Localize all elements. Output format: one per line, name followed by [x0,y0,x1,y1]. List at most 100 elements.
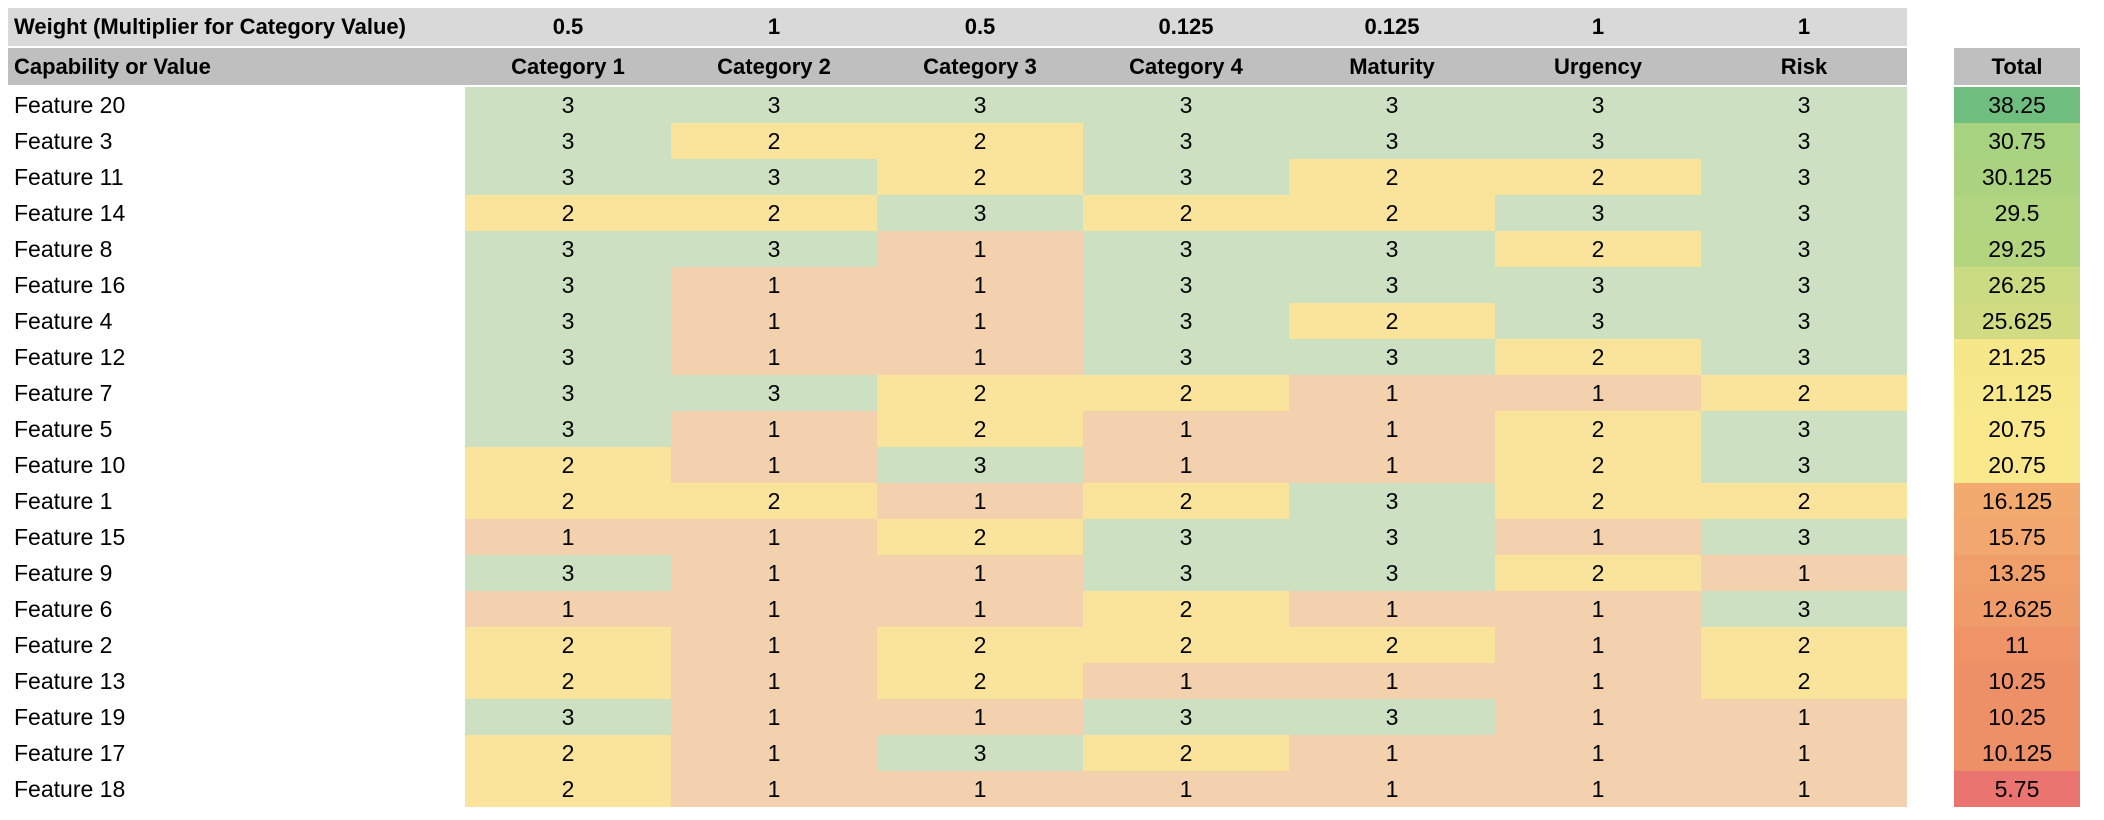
score-cell[interactable]: 2 [1701,627,1907,663]
score-cell[interactable]: 3 [465,303,671,339]
score-cell[interactable]: 2 [465,483,671,519]
score-cell[interactable]: 2 [1495,231,1701,267]
feature-name-cell[interactable]: Feature 18 [14,775,126,802]
score-cell[interactable]: 2 [465,447,671,483]
score-cell[interactable]: 2 [1701,483,1907,519]
feature-name-cell[interactable]: Feature 13 [14,667,126,694]
score-cell[interactable]: 3 [465,339,671,375]
score-cell[interactable]: 1 [671,447,877,483]
score-cell[interactable]: 1 [1701,555,1907,591]
score-cell[interactable]: 3 [465,555,671,591]
score-cell[interactable]: 1 [1495,771,1701,807]
feature-name-cell[interactable]: Feature 12 [14,343,126,370]
score-cell[interactable]: 3 [1701,231,1907,267]
score-cell[interactable]: 1 [1083,663,1289,699]
score-cell[interactable]: 1 [671,591,877,627]
score-cell[interactable]: 3 [465,123,671,159]
feature-name-cell[interactable]: Feature 5 [14,415,113,442]
score-cell[interactable]: 3 [1495,303,1701,339]
score-cell[interactable]: 1 [1701,699,1907,735]
weight-row-label[interactable]: Weight (Multiplier for Category Value) [8,8,465,48]
score-cell[interactable]: 3 [877,195,1083,231]
total-cell[interactable]: 26.25 [1954,267,2080,303]
score-cell[interactable]: 2 [671,123,877,159]
score-cell[interactable]: 2 [1495,339,1701,375]
score-cell[interactable]: 3 [465,411,671,447]
capability-header-cell[interactable]: Capability or Value [8,48,465,87]
feature-name-cell[interactable]: Feature 4 [14,307,113,334]
score-cell[interactable]: 1 [465,519,671,555]
score-cell[interactable]: 1 [1701,735,1907,771]
total-cell[interactable]: 25.625 [1954,303,2080,339]
score-cell[interactable]: 1 [1289,735,1495,771]
score-cell[interactable]: 3 [1289,231,1495,267]
score-cell[interactable]: 1 [671,771,877,807]
score-cell[interactable]: 3 [1083,231,1289,267]
score-cell[interactable]: 1 [671,699,877,735]
score-cell[interactable]: 2 [1083,735,1289,771]
score-cell[interactable]: 2 [1289,627,1495,663]
score-cell[interactable]: 2 [465,735,671,771]
score-cell[interactable]: 3 [1701,87,1907,123]
score-cell[interactable]: 3 [671,159,877,195]
score-cell[interactable]: 3 [671,87,877,123]
score-cell[interactable]: 1 [671,519,877,555]
weight-value-cell[interactable]: 1 [1701,8,1907,48]
score-cell[interactable]: 3 [1289,123,1495,159]
score-cell[interactable]: 1 [1289,447,1495,483]
score-cell[interactable]: 1 [1289,771,1495,807]
category-header-cell[interactable]: Risk [1701,48,1907,87]
weight-value-cell[interactable]: 0.125 [1083,8,1289,48]
total-header-cell[interactable]: Total [1954,48,2080,87]
score-cell[interactable]: 3 [1701,303,1907,339]
score-cell[interactable]: 2 [671,483,877,519]
score-cell[interactable]: 2 [1289,159,1495,195]
score-cell[interactable]: 2 [1495,159,1701,195]
category-header-cell[interactable]: Maturity [1289,48,1495,87]
category-header-cell[interactable]: Category 2 [671,48,877,87]
feature-name-cell[interactable]: Feature 2 [14,631,113,658]
score-cell[interactable]: 3 [1495,195,1701,231]
score-cell[interactable]: 3 [877,735,1083,771]
score-cell[interactable]: 1 [1083,411,1289,447]
score-cell[interactable]: 1 [1495,699,1701,735]
score-cell[interactable]: 3 [1701,123,1907,159]
score-cell[interactable]: 3 [1701,411,1907,447]
total-cell[interactable]: 10.25 [1954,699,2080,735]
feature-name-cell[interactable]: Feature 15 [14,523,126,550]
total-cell[interactable]: 12.625 [1954,591,2080,627]
weight-value-cell[interactable]: 0.5 [465,8,671,48]
score-cell[interactable]: 2 [1495,411,1701,447]
score-cell[interactable]: 3 [465,375,671,411]
total-cell[interactable]: 20.75 [1954,447,2080,483]
score-cell[interactable]: 2 [1701,663,1907,699]
score-cell[interactable]: 3 [1701,195,1907,231]
total-cell[interactable]: 38.25 [1954,87,2080,123]
score-cell[interactable]: 3 [1083,123,1289,159]
score-cell[interactable]: 3 [1289,87,1495,123]
total-cell[interactable]: 21.25 [1954,339,2080,375]
score-cell[interactable]: 3 [1701,519,1907,555]
score-cell[interactable]: 1 [1495,591,1701,627]
feature-name-cell[interactable]: Feature 10 [14,451,126,478]
score-cell[interactable]: 1 [1289,375,1495,411]
score-cell[interactable]: 1 [1495,375,1701,411]
total-cell[interactable]: 21.125 [1954,375,2080,411]
score-cell[interactable]: 1 [877,231,1083,267]
score-cell[interactable]: 1 [1495,627,1701,663]
score-cell[interactable]: 3 [465,699,671,735]
score-cell[interactable]: 2 [1083,483,1289,519]
score-cell[interactable]: 1 [1289,411,1495,447]
score-cell[interactable]: 3 [1701,591,1907,627]
feature-name-cell[interactable]: Feature 1 [14,487,113,514]
score-cell[interactable]: 3 [877,87,1083,123]
total-cell[interactable]: 29.5 [1954,195,2080,231]
score-cell[interactable]: 1 [877,771,1083,807]
score-cell[interactable]: 3 [1701,159,1907,195]
score-cell[interactable]: 2 [877,663,1083,699]
feature-name-cell[interactable]: Feature 14 [14,199,126,226]
score-cell[interactable]: 1 [1495,735,1701,771]
score-cell[interactable]: 3 [877,447,1083,483]
score-cell[interactable]: 3 [1083,303,1289,339]
score-cell[interactable]: 1 [877,483,1083,519]
